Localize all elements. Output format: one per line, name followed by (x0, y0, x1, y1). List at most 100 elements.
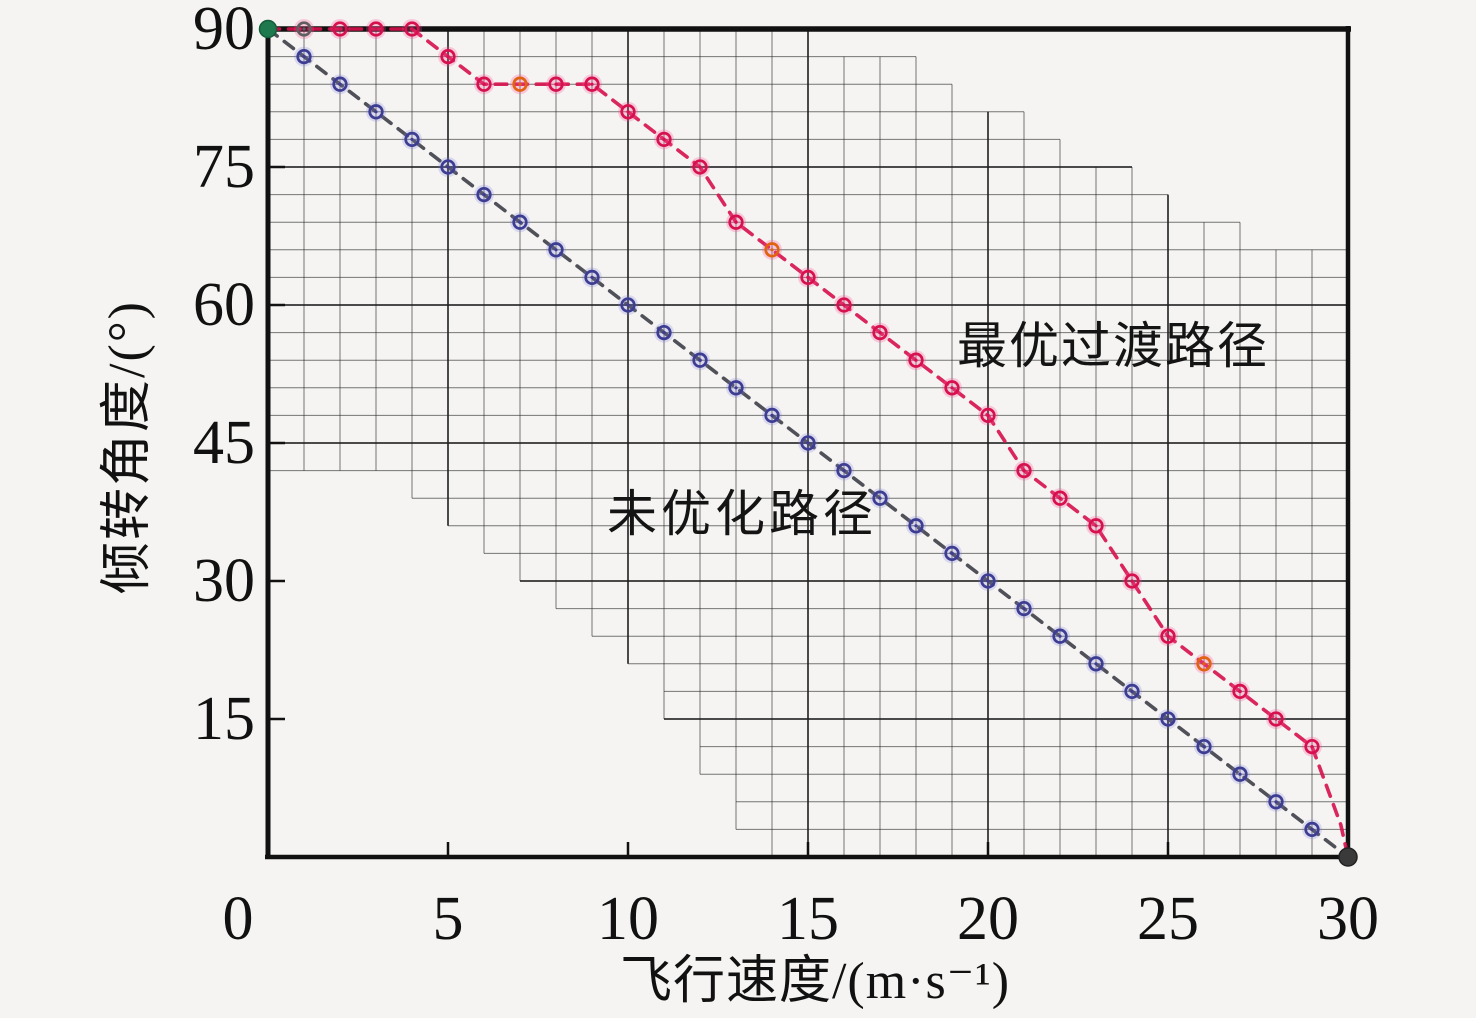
optimal-marker-16 (836, 297, 852, 313)
optimal-marker-18-dot (914, 358, 918, 362)
unoptimized-marker-13-dot (734, 386, 738, 390)
optimal-marker-15-dot (806, 275, 810, 279)
optimal-marker-4-dot (410, 27, 414, 31)
unoptimized-marker-2 (332, 76, 348, 92)
x-axis-title: 飞行速度/(m·s⁻¹) (619, 953, 1011, 1010)
x-tick-label-5: 5 (432, 885, 464, 953)
unoptimized-marker-17-dot (878, 496, 882, 500)
x-tick-label-0: 0 (222, 885, 254, 953)
unoptimized-marker-14 (764, 407, 780, 424)
unoptimized-marker-29-dot (1310, 827, 1314, 832)
unoptimized-marker-18-dot (914, 524, 918, 528)
unoptimized-marker-26-dot (1202, 745, 1206, 749)
optimal-marker-19-dot (950, 386, 954, 390)
unoptimized-marker-5 (440, 159, 456, 175)
optimal-marker-24 (1124, 573, 1140, 589)
optimal-marker-14-dot (770, 248, 774, 252)
unoptimized-marker-27 (1232, 766, 1248, 782)
optimal-marker-6-dot (482, 82, 486, 86)
optimal-marker-25 (1160, 628, 1176, 644)
unoptimized-marker-8 (548, 242, 564, 258)
optimal-marker-12-dot (698, 165, 702, 169)
optimal-marker-24-dot (1130, 579, 1134, 583)
unoptimized-marker-12 (692, 352, 708, 368)
optimal-marker-20 (980, 407, 996, 424)
unoptimized-marker-22-dot (1058, 634, 1062, 638)
x-tick-label-25: 25 (1137, 885, 1199, 953)
unoptimized-marker-26 (1196, 738, 1212, 755)
optimal-marker-7 (512, 76, 528, 92)
y-tick-label-90: 90 (193, 0, 255, 63)
y-tick-label-60: 60 (193, 271, 255, 339)
unoptimized-marker-16-dot (842, 469, 846, 473)
optimal-marker-16-dot (842, 303, 846, 307)
unoptimized-marker-10-dot (626, 303, 630, 307)
unoptimized-marker-15-dot (806, 441, 810, 445)
optimal-marker-26 (1196, 656, 1212, 672)
optimal-marker-3-dot (374, 27, 378, 31)
optimal-marker-1-dot (302, 27, 306, 31)
unoptimized-marker-6-dot (482, 193, 486, 197)
optimal-marker-27 (1232, 683, 1248, 700)
optimal-marker-1 (296, 21, 312, 37)
unoptimized-marker-13 (728, 380, 744, 396)
y-tick-label-30: 30 (193, 547, 255, 615)
unoptimized-marker-4 (404, 131, 420, 148)
annotation-unoptimized-path: 未优化路径 (607, 486, 877, 542)
optimal-marker-11-dot (662, 137, 666, 141)
optimal-marker-6 (476, 76, 492, 92)
unoptimized-marker-2-dot (338, 82, 342, 86)
optimal-marker-8-dot (554, 82, 558, 86)
unoptimized-marker-1 (296, 48, 312, 65)
optimal-marker-19 (944, 380, 960, 396)
unoptimized-marker-3-dot (374, 110, 378, 114)
unoptimized-marker-9 (584, 269, 600, 286)
optimal-marker-29-dot (1310, 745, 1314, 749)
unoptimized-marker-20 (980, 573, 996, 589)
unoptimized-marker-25-dot (1166, 717, 1170, 721)
unoptimized-marker-7 (512, 214, 528, 230)
y-tick-label-75: 75 (193, 133, 255, 201)
unoptimized-marker-1-dot (302, 55, 306, 59)
optimal-marker-9 (584, 76, 600, 92)
optimal-marker-14 (764, 242, 780, 258)
unoptimized-marker-8-dot (554, 248, 558, 252)
optimal-marker-28 (1268, 711, 1284, 727)
unoptimized-marker-12-dot (698, 358, 702, 362)
optimal-marker-2 (332, 21, 348, 37)
optimal-marker-23 (1088, 518, 1104, 534)
unoptimized-marker-9-dot (590, 275, 594, 279)
unoptimized-marker-19-dot (950, 551, 954, 556)
unoptimized-marker-20-dot (986, 579, 990, 583)
unoptimized-marker-10 (620, 297, 636, 313)
unoptimized-marker-5-dot (446, 165, 450, 169)
optimal-marker-9-dot (590, 82, 594, 86)
x-tick-label-30: 30 (1317, 885, 1379, 953)
unoptimized-marker-23-dot (1094, 662, 1098, 666)
optimal-marker-5-dot (446, 55, 450, 59)
unoptimized-marker-21 (1016, 600, 1032, 617)
unoptimized-marker-7-dot (518, 220, 522, 224)
unoptimized-marker-11-dot (662, 331, 666, 335)
optimal-marker-21-dot (1022, 469, 1026, 473)
y-tick-label-45: 45 (193, 409, 255, 477)
optimal-marker-10-dot (626, 110, 630, 114)
optimal-marker-2-dot (338, 27, 342, 31)
optimal-marker-13 (728, 214, 744, 230)
unoptimized-marker-3 (368, 104, 384, 120)
unoptimized-marker-27-dot (1238, 772, 1242, 776)
unoptimized-marker-16 (836, 462, 852, 479)
unoptimized-marker-24 (1124, 683, 1140, 700)
optimal-marker-28-dot (1274, 717, 1278, 721)
unoptimized-marker-25 (1160, 711, 1176, 727)
annotation-optimal-path: 最优过渡路径 (957, 318, 1269, 374)
optimal-marker-3 (368, 21, 384, 37)
optimal-marker-13-dot (734, 220, 738, 224)
optimal-marker-23-dot (1094, 524, 1098, 528)
optimal-marker-15 (800, 269, 816, 286)
optimal-marker-18 (908, 352, 924, 368)
end-point-marker (1338, 847, 1358, 867)
optimal-marker-20-dot (986, 413, 990, 417)
